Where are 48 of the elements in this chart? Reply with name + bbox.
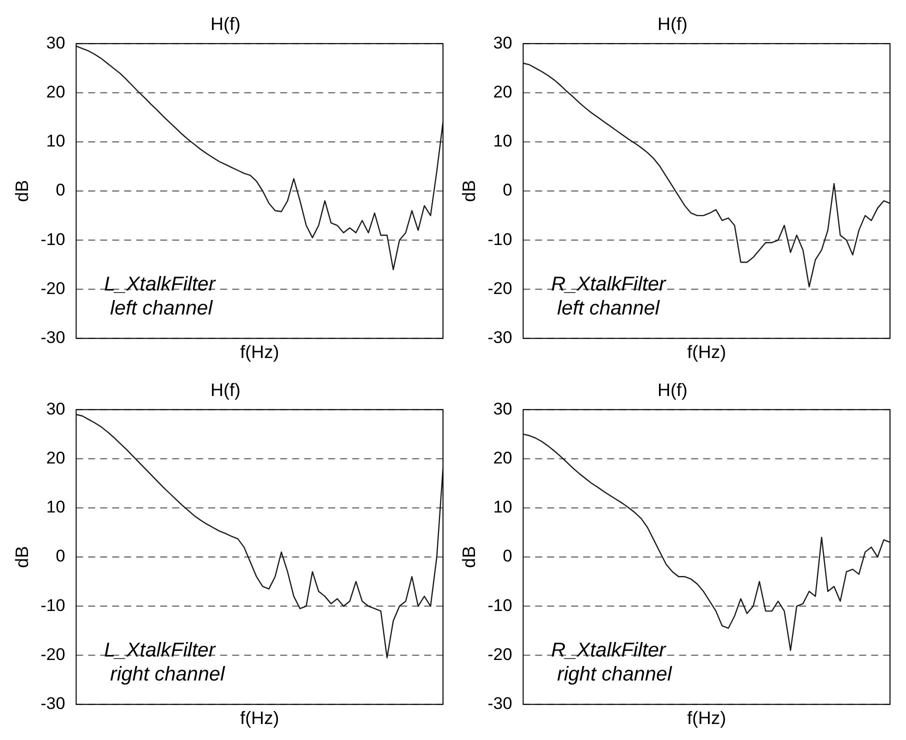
y-tick-label: 30 bbox=[46, 33, 66, 52]
y-tick-label: 30 bbox=[493, 399, 512, 418]
annotation: R_XtalkFilter bbox=[551, 639, 667, 662]
annotation: left channel bbox=[110, 297, 214, 320]
y-tick-label: -20 bbox=[488, 644, 512, 664]
annotation: R_XtalkFilter bbox=[551, 273, 667, 296]
chart-title: H(f) bbox=[210, 14, 240, 34]
chart-title: H(f) bbox=[658, 14, 688, 34]
x-axis-title: f(Hz) bbox=[240, 708, 280, 728]
y-tick-label: 10 bbox=[46, 132, 66, 151]
y-tick-label: -10 bbox=[488, 230, 512, 249]
y-tick-label: 20 bbox=[46, 448, 66, 468]
y-tick-label: 10 bbox=[493, 498, 512, 517]
y-tick-label: -30 bbox=[40, 328, 66, 348]
y-axis-title: dB bbox=[12, 546, 32, 568]
annotation: L_XtalkFilter bbox=[104, 639, 217, 662]
x-axis-title: f(Hz) bbox=[687, 708, 726, 728]
y-tick-label: 20 bbox=[493, 448, 512, 468]
y-tick-label: -10 bbox=[40, 596, 66, 615]
y-tick-label: -30 bbox=[40, 694, 66, 714]
annotation: L_XtalkFilter bbox=[104, 273, 217, 296]
x-axis-title: f(Hz) bbox=[240, 342, 280, 362]
x-axis-title: f(Hz) bbox=[687, 342, 726, 362]
y-axis-title: dB bbox=[458, 180, 479, 202]
chart-title: H(f) bbox=[658, 380, 688, 400]
y-tick-label: -10 bbox=[40, 230, 66, 249]
annotation: left channel bbox=[557, 297, 660, 320]
y-tick-label: -30 bbox=[488, 328, 512, 348]
y-tick-label: -20 bbox=[40, 278, 66, 298]
y-tick-label: 0 bbox=[502, 546, 512, 566]
y-tick-label: 30 bbox=[493, 33, 512, 52]
y-tick-label: 0 bbox=[56, 546, 66, 566]
y-tick-label: 10 bbox=[46, 498, 66, 517]
y-tick-label: -10 bbox=[488, 596, 512, 615]
chart-title: H(f) bbox=[210, 380, 240, 400]
y-tick-label: -30 bbox=[488, 694, 512, 714]
y-tick-label: 10 bbox=[493, 132, 512, 151]
y-tick-label: 0 bbox=[56, 180, 66, 200]
y-tick-label: 20 bbox=[46, 82, 66, 102]
annotation: right channel bbox=[110, 663, 226, 686]
y-axis-title: dB bbox=[458, 546, 479, 568]
y-tick-label: -20 bbox=[488, 278, 512, 298]
y-tick-label: 30 bbox=[46, 399, 66, 418]
y-tick-label: 20 bbox=[493, 82, 512, 102]
annotation: right channel bbox=[557, 663, 672, 686]
y-tick-label: 0 bbox=[502, 180, 512, 200]
y-axis-title: dB bbox=[12, 180, 32, 202]
y-tick-label: -20 bbox=[40, 644, 66, 664]
